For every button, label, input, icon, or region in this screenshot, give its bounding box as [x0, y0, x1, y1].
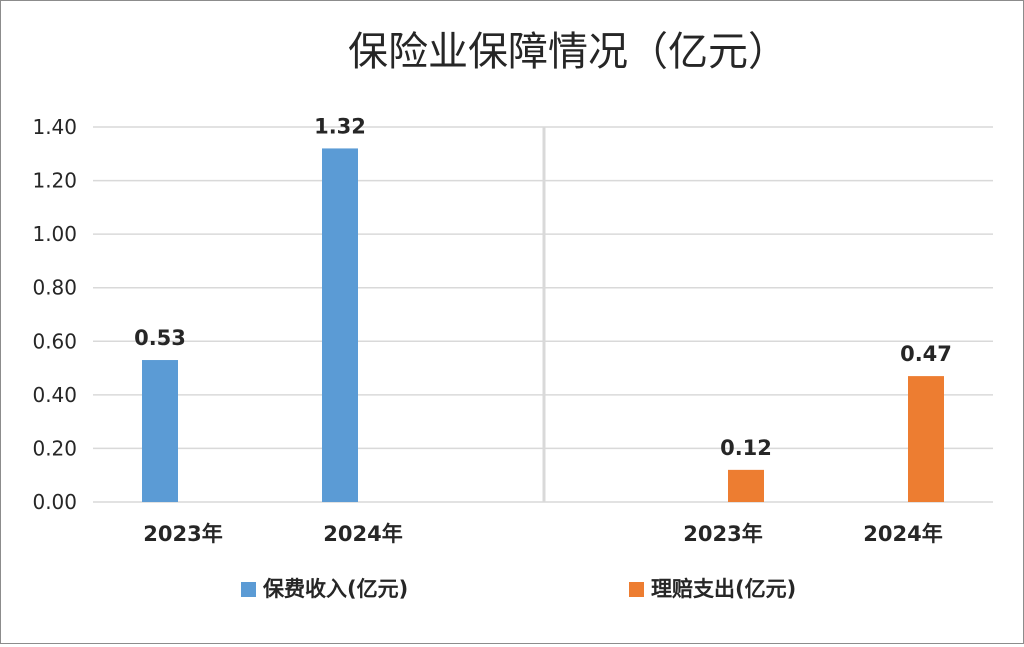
data-label: 0.47: [900, 342, 952, 366]
y-axis: 0.00 0.20 0.40 0.60 0.80 1.00 1.20 1.40: [32, 115, 77, 514]
y-tick-label: 1.00: [32, 222, 77, 246]
x-category-label: 2023年: [143, 522, 222, 546]
y-tick-label: 1.40: [32, 115, 77, 139]
labels-layer: 0.53 2023年 1.32 2024年 0.12 2023年 0.47 2024年: [134, 114, 952, 546]
legend-swatch: [241, 582, 256, 597]
y-tick-label: 0.80: [32, 276, 77, 300]
y-tick-label: 0.60: [32, 329, 77, 353]
legend-swatch: [629, 582, 644, 597]
chart-title: 保险业保障情况（亿元）: [348, 29, 788, 75]
bar-premium-0: [142, 360, 178, 502]
legend-item: 理赔支出(亿元): [629, 577, 796, 601]
grid-layer: [93, 126, 993, 503]
bars-layer: [142, 148, 944, 502]
data-label: 0.53: [134, 326, 186, 350]
data-label: 0.12: [720, 436, 772, 460]
x-category-label: 2024年: [863, 522, 942, 546]
y-tick-label: 0.40: [32, 383, 77, 407]
bar-premium-1: [322, 148, 358, 502]
y-tick-label: 0.20: [32, 436, 77, 460]
y-tick-label: 1.20: [32, 169, 77, 193]
data-label: 1.32: [314, 114, 366, 138]
x-category-label: 2024年: [323, 522, 402, 546]
legend: 保费收入(亿元) 理赔支出(亿元): [241, 577, 796, 601]
x-category-label: 2023年: [683, 522, 762, 546]
legend-item: 保费收入(亿元): [241, 577, 408, 601]
y-tick-label: 0.00: [32, 490, 77, 514]
bar-claims-0: [728, 469, 764, 502]
bar-claims-1: [908, 376, 944, 502]
legend-label: 理赔支出(亿元): [651, 577, 796, 601]
legend-label: 保费收入(亿元): [262, 577, 408, 601]
